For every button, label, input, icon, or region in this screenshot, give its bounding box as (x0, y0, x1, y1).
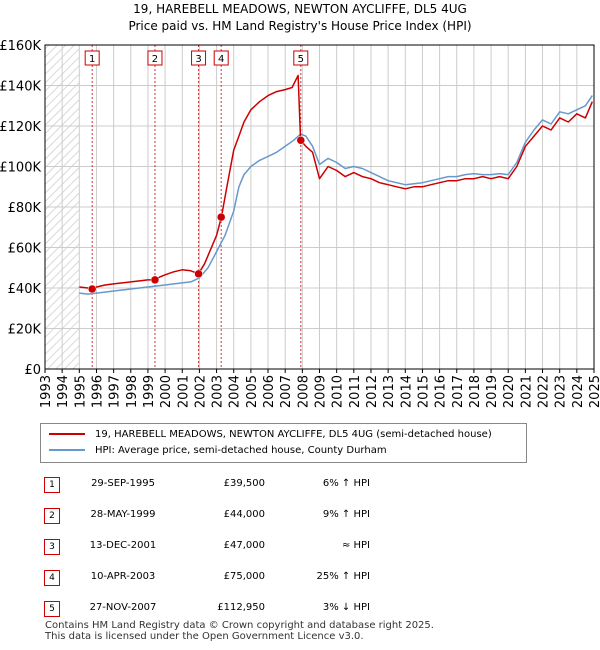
x-tick-label: 2002 (193, 375, 208, 408)
sale-date: 29-SEP-1995 (91, 478, 155, 489)
sale-hpi-diff: 6% ↑ HPI (322, 478, 370, 489)
series-line-hpi (79, 95, 593, 295)
sale-date: 27-NOV-2007 (89, 602, 157, 613)
footer-attribution: Contains HM Land Registry data © Crown c… (45, 620, 434, 642)
sale-marker-box (293, 50, 309, 66)
sale-date: 10-APR-2003 (90, 571, 156, 582)
y-tick-label: £140K (0, 80, 41, 95)
x-tick-label: 2006 (262, 375, 277, 408)
sale-marker-label: 2 (152, 54, 158, 65)
sale-hpi-diff: 3% ↓ HPI (322, 602, 370, 613)
sale-row: 2 28-MAY-1999 £44,000 9% ↑ HPI (0, 501, 600, 531)
sale-marker-label: 3 (195, 54, 201, 65)
x-tick-label: 2019 (485, 375, 500, 408)
sale-price: £47,000 (223, 540, 265, 551)
x-tick-label: 2007 (279, 375, 294, 408)
x-tick-label: 1993 (39, 375, 54, 408)
x-tick-label: 2022 (537, 375, 552, 408)
sale-point (296, 136, 306, 145)
sale-point (150, 275, 160, 285)
sale-price: £44,000 (223, 509, 265, 520)
sale-marker-box (191, 50, 207, 66)
sale-number-badge: 4 (44, 570, 60, 586)
x-tick-label: 1994 (56, 375, 71, 408)
x-tick-label: 2013 (382, 375, 397, 408)
sale-number-badge: 2 (44, 508, 60, 524)
y-tick-label: £80K (8, 201, 42, 216)
x-tick-label: 1995 (73, 375, 88, 408)
x-tick-label: 2001 (176, 375, 191, 408)
sale-hpi-diff: ≈ HPI (341, 540, 370, 551)
legend-item-property: 19, HAREBELL MEADOWS, NEWTON AYCLIFFE, D… (49, 427, 492, 443)
footer-line-copyright: Contains HM Land Registry data © Crown c… (45, 620, 434, 631)
footer-line-licence: This data is licensed under the Open Gov… (45, 631, 364, 642)
sale-marker-label: 5 (298, 54, 304, 65)
x-tick-label: 2008 (296, 375, 311, 408)
sale-number-badge: 5 (44, 601, 60, 617)
sale-number-badge: 3 (44, 539, 60, 555)
x-tick-label: 1996 (90, 375, 105, 408)
sale-marker-box (213, 50, 229, 66)
x-tick-label: 2023 (554, 375, 569, 408)
x-tick-label: 1997 (108, 375, 123, 408)
sale-hpi-diff: 25% ↑ HPI (316, 571, 370, 582)
x-tick-label: 2021 (519, 375, 534, 408)
sale-price: £112,950 (217, 602, 265, 613)
x-tick-label: 2010 (331, 375, 346, 408)
x-tick-label: 2000 (159, 375, 174, 408)
x-tick-label: 2014 (399, 375, 414, 408)
x-tick-label: 2016 (434, 375, 449, 408)
sale-date: 28-MAY-1999 (90, 509, 156, 520)
sale-date: 13-DEC-2001 (89, 540, 157, 551)
x-tick-label: 1999 (142, 375, 157, 408)
sale-point (87, 284, 97, 294)
legend-item-hpi: HPI: Average price, semi-detached house,… (49, 443, 387, 459)
x-tick-label: 1998 (125, 375, 140, 408)
x-tick-label: 2025 (588, 375, 600, 408)
legend-label-property: 19, HAREBELL MEADOWS, NEWTON AYCLIFFE, D… (95, 429, 492, 440)
sale-row: 4 10-APR-2003 £75,000 25% ↑ HPI (0, 563, 600, 593)
y-tick-label: £20K (8, 323, 42, 338)
y-tick-label: £40K (8, 282, 42, 297)
x-tick-label: 2020 (502, 375, 517, 408)
y-tick-label: £120K (0, 120, 41, 135)
sale-point (216, 212, 226, 222)
x-tick-label: 2011 (348, 375, 363, 408)
x-tick-label: 2018 (468, 375, 483, 408)
sale-marker-label: 4 (218, 54, 224, 65)
y-tick-label: £60K (8, 242, 42, 257)
series-line-property (79, 74, 593, 290)
chart-title: 19, HAREBELL MEADOWS, NEWTON AYCLIFFE, D… (133, 2, 467, 16)
chart-legend: 19, HAREBELL MEADOWS, NEWTON AYCLIFFE, D… (40, 423, 527, 463)
sale-marker-box (147, 50, 163, 66)
x-tick-label: 2017 (451, 375, 466, 408)
x-tick-label: 2005 (245, 375, 260, 408)
sale-row: 3 13-DEC-2001 £47,000 ≈ HPI (0, 532, 600, 562)
y-tick-label: £160K (0, 39, 41, 54)
x-tick-label: 2015 (416, 375, 431, 408)
sale-row: 1 29-SEP-1995 £39,500 6% ↑ HPI (0, 470, 600, 500)
sale-hpi-diff: 9% ↑ HPI (322, 509, 370, 520)
legend-label-hpi: HPI: Average price, semi-detached house,… (95, 445, 387, 456)
sale-marker-box (84, 50, 100, 66)
hatched-no-data-region (45, 45, 80, 369)
sale-row: 5 27-NOV-2007 £112,950 3% ↓ HPI (0, 594, 600, 624)
sale-marker-label: 1 (89, 54, 95, 65)
sale-point (194, 269, 203, 279)
plot-frame (44, 44, 595, 370)
y-tick-label: £100K (0, 161, 41, 176)
chart-subtitle: Price paid vs. HM Land Registry's House … (128, 19, 472, 33)
sale-price: £39,500 (223, 478, 265, 489)
x-tick-label: 2024 (571, 375, 586, 408)
x-tick-label: 2012 (365, 375, 380, 408)
legend-swatch-hpi (49, 449, 85, 451)
sale-price: £75,000 (223, 571, 265, 582)
y-tick-label: £0 (24, 363, 41, 378)
x-tick-label: 2003 (211, 375, 226, 408)
sale-number-badge: 1 (44, 477, 60, 493)
x-tick-label: 2009 (314, 375, 329, 408)
price-chart: 1 2 3 4 5 £0 £20K £40K £60K £80K £100K £120K £140K £… (0, 39, 600, 408)
legend-swatch-property (49, 433, 85, 435)
x-tick-label: 2004 (228, 375, 243, 408)
